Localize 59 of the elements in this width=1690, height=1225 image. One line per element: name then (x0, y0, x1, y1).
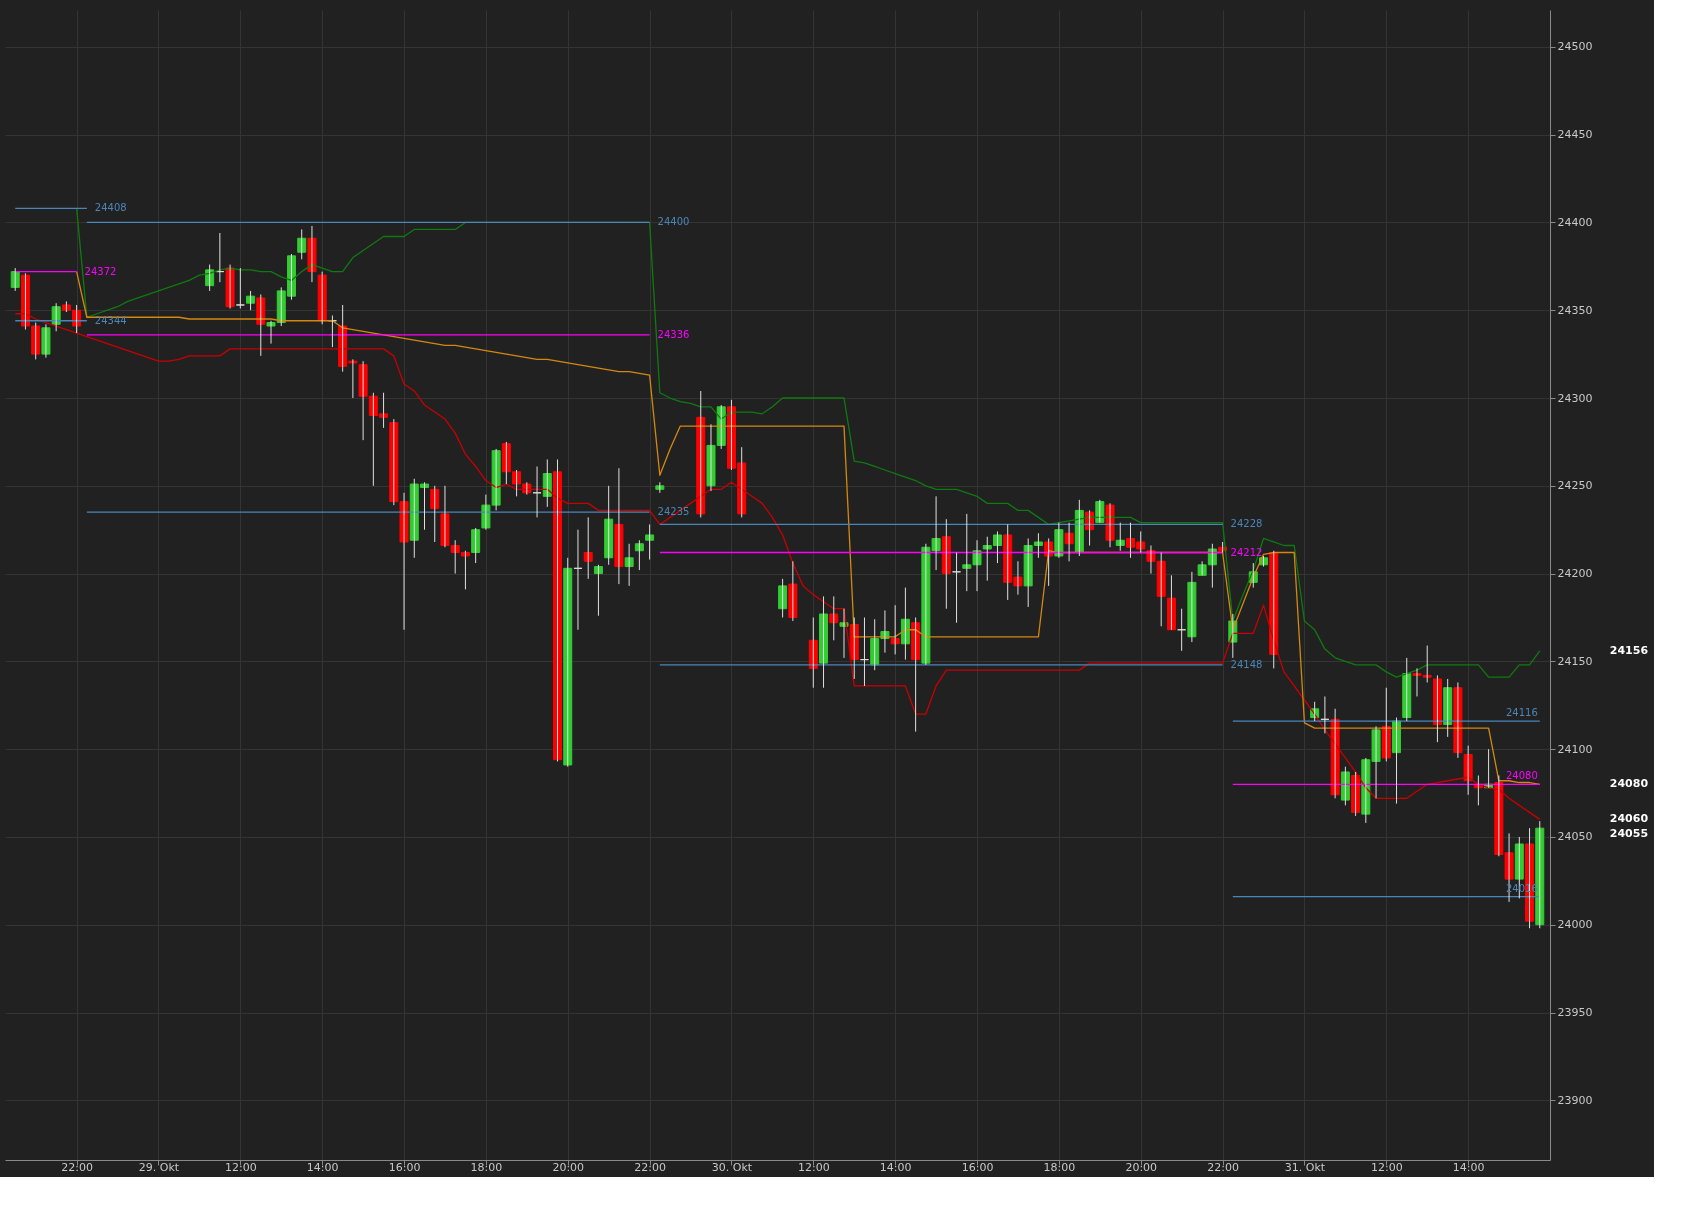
candlestick (788, 560, 798, 622)
annotation: 24116 (1505, 707, 1538, 719)
y-tick-label: 23950 (1557, 1006, 1593, 1020)
y-tick-label: 24050 (1557, 830, 1593, 844)
x-tick-label: 12:00 (1370, 1160, 1403, 1174)
x-tick-label: 12:00 (224, 1160, 257, 1174)
x-tick-label: 18:00 (470, 1160, 503, 1174)
text: 24060 (1609, 812, 1649, 826)
y-tick-label: 24100 (1557, 742, 1593, 756)
candlestick (634, 539, 644, 571)
x-tick-label: 29. Okt (138, 1160, 180, 1174)
annotation: 24372 (84, 265, 117, 277)
candlestick (583, 516, 593, 580)
y-tick-label: 24500 (1557, 40, 1593, 54)
candlestick (829, 595, 839, 641)
y-tick-label: 24150 (1557, 654, 1593, 668)
annotation: 24212 (1230, 546, 1263, 558)
x-tick-label: 22:00 (1207, 1160, 1239, 1174)
x-tick-label: 14:00 (1452, 1160, 1485, 1174)
x-tick-label: 14:00 (306, 1160, 339, 1174)
annotation: 24148 (1230, 658, 1263, 670)
x-tick-label: 22:00 (61, 1160, 93, 1174)
x-tick-label: 20:00 (552, 1160, 585, 1174)
text: 24080 (1609, 777, 1649, 791)
candlestick (246, 290, 256, 311)
candlestick (624, 543, 634, 587)
candlestick (819, 595, 829, 689)
candlestick (778, 578, 788, 618)
candlestick (655, 481, 665, 494)
x-tick-label: 31. Okt (1284, 1160, 1326, 1174)
candlestick (297, 228, 307, 260)
x-tick-label: 30. Okt (711, 1160, 753, 1174)
x-tick-label: 12:00 (797, 1160, 830, 1174)
y-tick-label: 24350 (1557, 303, 1593, 317)
y-tick-label: 23900 (1557, 1093, 1593, 1107)
y-tick-label: 24400 (1557, 215, 1593, 229)
candlestick (645, 523, 655, 561)
annotation: 24080 (1505, 770, 1538, 782)
x-tick-label: 16:00 (961, 1160, 994, 1174)
x-tick-label: 18:00 (1043, 1160, 1076, 1174)
candlestick (593, 564, 603, 617)
y-tick-label: 24000 (1557, 918, 1593, 932)
text: 24055 (1609, 827, 1649, 841)
text: 24156 (1609, 643, 1649, 657)
candlestick (41, 323, 51, 359)
y-tick-label: 24250 (1557, 479, 1593, 493)
y-tick-label: 24200 (1557, 567, 1593, 581)
annotation: 24228 (1230, 518, 1263, 530)
annotation: 24400 (657, 216, 690, 228)
x-tick-label: 20:00 (1125, 1160, 1158, 1174)
candlestick (471, 527, 481, 564)
y-tick-label: 24300 (1557, 391, 1593, 405)
annotation: 24408 (94, 202, 127, 214)
x-tick-label: 16:00 (388, 1160, 421, 1174)
annotation: 24344 (94, 314, 127, 326)
annotation: 24336 (657, 328, 690, 340)
x-tick-label: 14:00 (879, 1160, 912, 1174)
x-tick-label: 22:00 (634, 1160, 666, 1174)
y-tick-label: 24450 (1557, 128, 1593, 142)
